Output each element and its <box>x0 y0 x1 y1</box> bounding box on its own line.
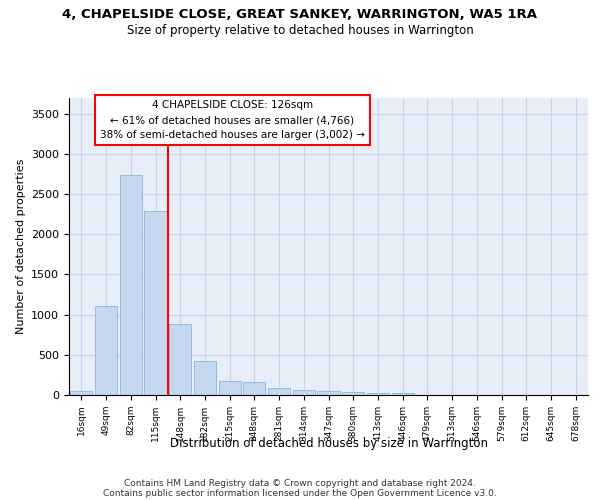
Text: Size of property relative to detached houses in Warrington: Size of property relative to detached ho… <box>127 24 473 37</box>
Text: Distribution of detached houses by size in Warrington: Distribution of detached houses by size … <box>170 438 488 450</box>
Bar <box>392 394 414 395</box>
Bar <box>70 390 92 395</box>
Bar <box>367 392 389 395</box>
Bar <box>218 382 241 395</box>
Text: 4, CHAPELSIDE CLOSE, GREAT SANKEY, WARRINGTON, WA5 1RA: 4, CHAPELSIDE CLOSE, GREAT SANKEY, WARRI… <box>62 8 538 20</box>
Bar <box>342 392 364 395</box>
Bar <box>169 324 191 395</box>
Text: 4 CHAPELSIDE CLOSE: 126sqm
← 61% of detached houses are smaller (4,766)
38% of s: 4 CHAPELSIDE CLOSE: 126sqm ← 61% of deta… <box>100 100 365 140</box>
Y-axis label: Number of detached properties: Number of detached properties <box>16 158 26 334</box>
Text: Contains public sector information licensed under the Open Government Licence v3: Contains public sector information licen… <box>103 488 497 498</box>
Bar <box>194 361 216 395</box>
Bar <box>145 211 167 395</box>
Bar <box>268 388 290 395</box>
Bar <box>243 382 265 395</box>
Bar <box>317 390 340 395</box>
Bar <box>95 306 117 395</box>
Text: Contains HM Land Registry data © Crown copyright and database right 2024.: Contains HM Land Registry data © Crown c… <box>124 478 476 488</box>
Bar <box>293 390 315 395</box>
Bar <box>119 174 142 395</box>
